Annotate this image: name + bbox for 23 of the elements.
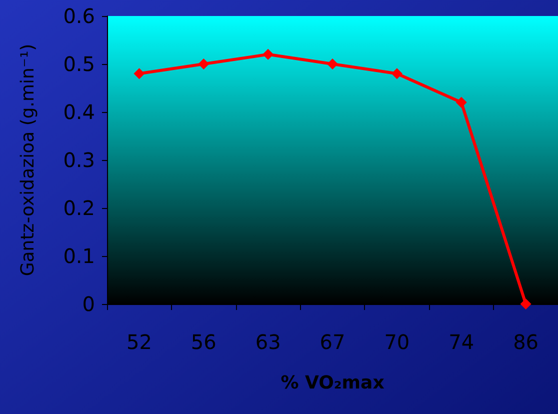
x-tick-label: 67	[320, 330, 346, 354]
point	[134, 68, 145, 80]
y-tick-label: 0.5	[63, 52, 95, 76]
x-tick-label: 63	[255, 330, 281, 354]
x-axis-title: % VO₂max	[280, 372, 385, 394]
point	[198, 58, 210, 70]
x-tick-label: 74	[448, 330, 474, 354]
y-tick-label: 0.1	[63, 244, 95, 268]
y-tick-label: 0.4	[63, 100, 95, 124]
x-tick-label: 52	[126, 330, 152, 354]
y-axis-title: Gantz-oxidazioa (g.min⁻¹)	[18, 44, 38, 276]
y-tick-label: 0	[82, 292, 95, 316]
point	[262, 48, 274, 60]
point	[327, 58, 338, 70]
x-tick-label: 70	[384, 330, 410, 354]
y-tick-label: 0.2	[63, 196, 95, 220]
point	[520, 298, 532, 310]
y-tick-label: 0.6	[63, 4, 95, 28]
point	[391, 68, 402, 80]
point	[456, 96, 467, 108]
x-tick-label: 56	[190, 330, 216, 354]
y-tick-label: 0.3	[63, 148, 95, 172]
x-tick-label: 86	[513, 330, 539, 354]
